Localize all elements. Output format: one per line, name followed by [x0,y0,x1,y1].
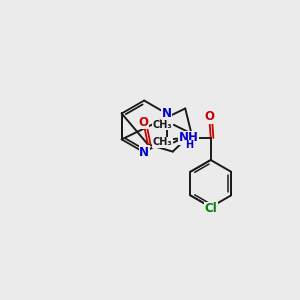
Text: CH₃: CH₃ [153,120,172,130]
Text: NH: NH [179,131,199,144]
Text: N: N [139,146,149,159]
Text: O: O [139,116,148,129]
Text: Cl: Cl [204,202,217,215]
Text: O: O [204,110,214,123]
Text: CH₃: CH₃ [153,137,172,148]
Text: H: H [185,140,193,150]
Text: N: N [162,107,172,120]
